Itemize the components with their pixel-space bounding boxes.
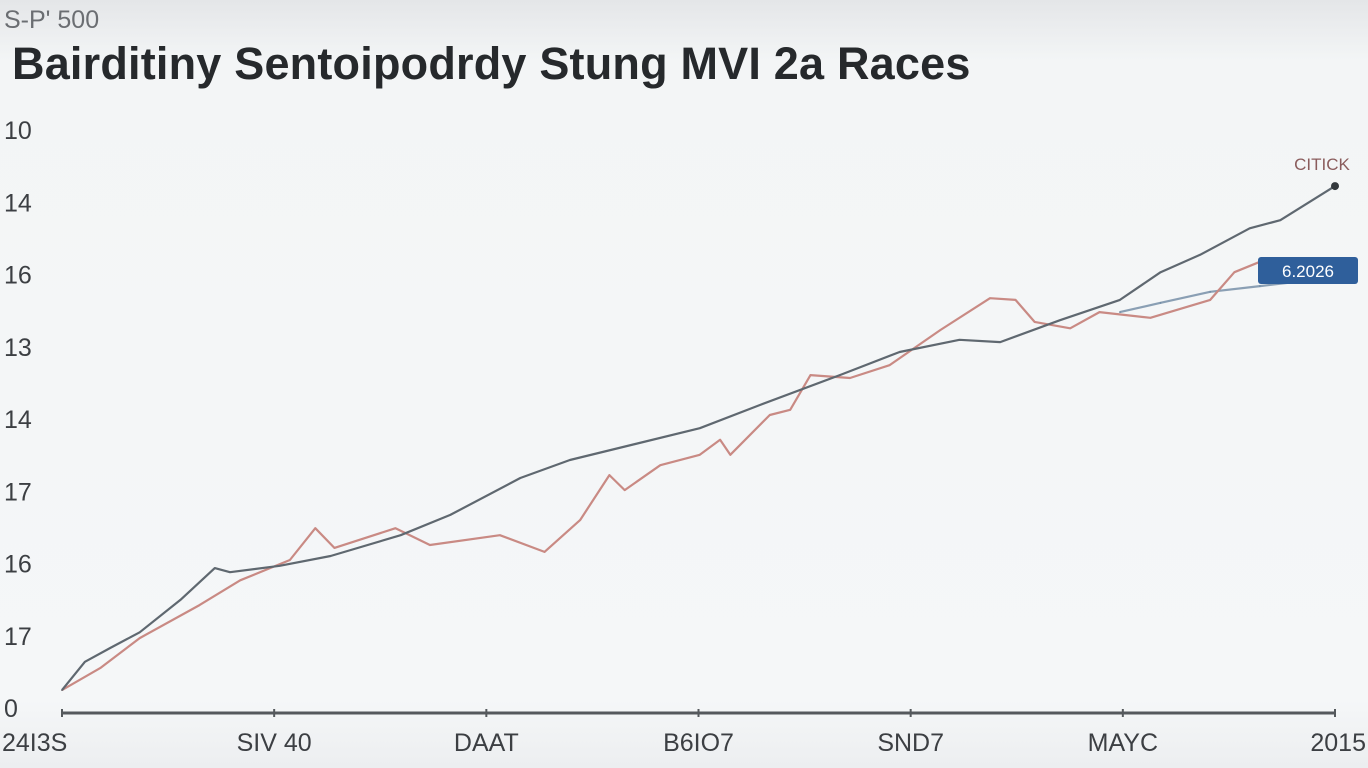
data-point-red [698,454,701,456]
data-point-gray [449,514,452,516]
data-point-gray [229,571,231,573]
annotation-badge-label: 6.2026 [1282,262,1334,281]
data-point-gray [1248,227,1251,230]
x-tick-label: B6IO7 [663,729,734,757]
data-point-gray [109,647,112,649]
y-tick-label: 14 [4,406,32,434]
x-tick-label: SND7 [877,729,944,757]
y-tick-label: 0 [4,695,18,723]
data-point-red [314,527,317,530]
x-tick-label: DAAT [454,729,519,757]
data-point-red [289,559,291,561]
data-point-red [939,329,942,331]
data-point-gray [569,459,571,461]
y-tick-label: 14 [4,189,32,217]
data-point-blue [1259,285,1261,287]
annotation-badge [1258,257,1358,284]
data-point-gray [839,374,841,376]
data-point-gray [179,599,182,601]
data-point-red [394,527,397,530]
data-point-red [239,579,242,582]
data-point-gray [138,631,141,634]
data-point-gray [84,660,86,663]
data-point-red [1033,321,1036,323]
data-point-gray [1279,219,1282,221]
data-point-red [719,439,721,441]
y-tick-label: 13 [4,334,32,362]
data-point-red [789,408,791,411]
data-point-red [1014,299,1017,301]
data-point-red [608,474,611,476]
series-line-gray [61,185,1336,691]
data-point-red [579,519,581,521]
data-point-gray [958,339,961,341]
data-point-red [333,547,336,549]
data-point-red [888,364,891,367]
data-point-red [729,454,732,456]
data-point-red [1233,271,1236,273]
annotation-label: CITICK [1294,155,1350,174]
data-point-gray [1059,319,1061,321]
data-point-red [1209,299,1212,301]
x-tick-label: MAYC [1088,729,1158,757]
data-point-gray [758,404,761,406]
x-tick-label: SIV 40 [237,729,312,757]
y-tick-label: 10 [4,117,32,145]
data-point-blue [1119,311,1121,313]
series-line-red [61,260,1261,692]
data-point-red [1069,327,1072,330]
data-point-blue [1209,291,1212,293]
chart-title: Bairditiny Sentoipodrdy Stung MVI 2a Rac… [12,38,971,89]
data-point-red [99,667,101,669]
data-point-gray [698,427,701,430]
data-point-red [499,534,501,536]
data-point-gray [61,689,63,691]
chart-subtitle: S-P' 500 [4,6,100,34]
y-tick-label: 16 [4,262,32,290]
y-tick-label: 16 [4,551,32,579]
y-tick-label: 17 [4,478,32,506]
data-point-gray [329,555,332,557]
data-point-gray [898,351,901,353]
data-point-red [768,414,771,416]
data-point-gray [213,567,216,569]
data-point-red [1098,311,1101,313]
data-point-red [1149,317,1152,319]
data-point-gray [1159,271,1162,273]
data-point-gray [399,534,402,536]
data-point-gray [278,565,281,567]
data-point-red [849,377,851,379]
data-point-blue [1159,302,1162,304]
data-point-red [429,544,431,546]
y-tick-label: 17 [4,623,32,651]
series-end-marker [1331,182,1339,191]
x-tick-label: 24I3S [2,729,67,757]
data-point-red [809,374,812,376]
data-point-red [623,489,626,491]
data-point-red [543,551,546,553]
x-tick-label: 2015 [1310,729,1366,757]
data-point-gray [519,477,522,479]
data-point-gray [1199,254,1201,256]
data-point-red [138,637,141,639]
data-point-gray [999,341,1002,343]
data-point-red [198,604,201,606]
data-point-red [989,297,991,299]
data-point-red [659,464,662,467]
data-point-gray [1119,299,1121,301]
